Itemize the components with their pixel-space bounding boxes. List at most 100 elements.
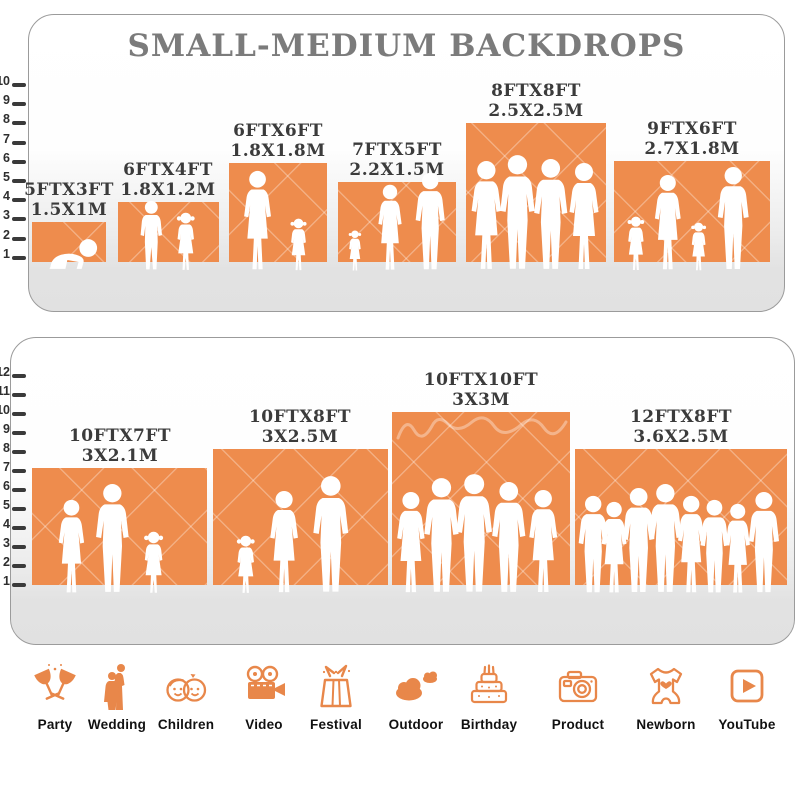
ruler-tick <box>12 374 26 378</box>
youtube-icon <box>730 669 764 703</box>
category-product: Product <box>536 662 620 732</box>
man-silhouette <box>313 476 349 592</box>
backdrop-size-label: 10FTX8FT 3X2.5M <box>248 407 352 447</box>
ruler-number: 10 <box>0 74 10 88</box>
ruler-tick <box>12 469 26 473</box>
ruler-tick <box>12 583 26 587</box>
girl-silhouette <box>691 222 707 271</box>
ruler-tick <box>12 507 26 511</box>
ruler-number: 4 <box>3 189 10 204</box>
children-icon <box>166 674 207 702</box>
ruler-number: 1 <box>3 574 10 588</box>
ruler-bottom: 123456789101112 <box>0 0 28 660</box>
ruler-tick <box>12 545 26 549</box>
man-silhouette <box>96 484 129 592</box>
category-wedding: Wedding <box>75 662 159 732</box>
page-title: SMALL-MEDIUM BACKDROPS <box>127 28 686 64</box>
ruler-tick <box>12 102 26 107</box>
ruler-tick <box>12 83 26 87</box>
ruler-number: 1 <box>3 246 10 261</box>
ruler-number: 7 <box>3 460 10 474</box>
ruler-number: 11 <box>0 384 10 398</box>
backdrop-6ftx4ft <box>118 202 219 262</box>
backdrop-size-label: 5FTX3FT 1.5X1M <box>24 180 114 220</box>
silhouettes-9ftx6ft <box>627 167 749 271</box>
ruler-tick <box>12 393 26 397</box>
ruler-tick <box>12 564 26 568</box>
woman-silhouette <box>244 170 271 270</box>
category-label: Product <box>551 717 605 732</box>
girl-silhouette <box>144 531 164 593</box>
birthday-icon <box>470 664 508 704</box>
man-silhouette <box>700 499 729 593</box>
toddler-silhouette <box>348 230 362 271</box>
ruler-number: 8 <box>3 441 10 455</box>
backdrop-size-label: 8FTX8FT 2.5X2.5M <box>488 81 584 121</box>
silhouettes-12ftx8ft <box>578 484 780 593</box>
man-silhouette <box>456 474 492 592</box>
ruler-number: 12 <box>0 365 10 379</box>
backdrop-size-label: 6FTX4FT 1.8X1.2M <box>120 160 216 200</box>
category-newborn: Newborn <box>624 662 708 732</box>
woman-silhouette <box>601 501 627 593</box>
category-label: Newborn <box>636 717 696 732</box>
ruler-tick <box>12 412 26 416</box>
backdrop-size-label: 10FTX7FT 3X2.1M <box>68 426 172 466</box>
ruler-top: 1 2 3 4 5 6 7 8 9 10 <box>0 0 28 320</box>
ruler-number: 2 <box>3 555 10 569</box>
girl-silhouette <box>236 535 255 593</box>
festival-icon <box>320 664 352 708</box>
category-festival: Festival <box>294 662 378 732</box>
woman-silhouette <box>678 495 705 593</box>
backdrop-size-label: 10FTX10FT 3X3M <box>423 370 539 410</box>
girl-silhouette <box>290 218 307 271</box>
ruler-tick <box>12 179 26 183</box>
ruler-number: 5 <box>3 498 10 512</box>
man-silhouette <box>424 478 459 592</box>
man-silhouette <box>415 172 445 270</box>
category-label: Video <box>245 717 283 732</box>
ruler-number: 4 <box>3 517 10 531</box>
backdrop-size-label: 7FTX5FT 2.2X1.5M <box>349 140 445 180</box>
party-icon <box>34 664 76 700</box>
silhouettes-6ftx4ft <box>140 200 195 270</box>
woman-silhouette <box>654 174 681 270</box>
woman-silhouette <box>270 490 298 593</box>
ruler-number: 10 <box>0 403 10 417</box>
ruler-number: 3 <box>3 208 10 223</box>
silhouettes-6ftx6ft <box>244 170 307 271</box>
ruler-tick <box>12 159 26 164</box>
faded-script-decoration <box>396 416 568 440</box>
man-silhouette <box>500 155 535 269</box>
ruler-number: 9 <box>3 93 10 108</box>
category-label: Birthday <box>460 717 518 732</box>
category-children: Children <box>144 662 228 732</box>
woman-silhouette <box>725 503 750 593</box>
girl-silhouette <box>176 212 195 270</box>
silhouettes-10ftx8ft <box>236 476 349 593</box>
backdrop-size-label: 6FTX6FT 1.8X1.8M <box>230 121 326 161</box>
girl-silhouette <box>627 216 645 270</box>
backdrop-size-label: 9FTX6FT 2.7X1.8M <box>644 119 740 159</box>
newborn-icon <box>649 667 683 705</box>
ruler-tick <box>12 255 26 260</box>
video-icon <box>246 665 285 699</box>
ruler-number: 7 <box>3 131 10 146</box>
ruler-number: 5 <box>3 170 10 184</box>
ruler-tick <box>12 198 26 203</box>
category-label: Children <box>157 717 215 732</box>
ruler-number: 3 <box>3 536 10 550</box>
category-label: YouTube <box>718 717 776 732</box>
man-silhouette <box>717 167 749 270</box>
man-silhouette <box>534 159 568 269</box>
man-silhouette <box>492 482 526 592</box>
wedding-icon <box>104 664 125 710</box>
ruler-tick <box>12 121 26 126</box>
ruler-number: 9 <box>3 422 10 436</box>
woman-silhouette <box>569 163 599 269</box>
ruler-tick <box>12 488 26 492</box>
category-label: Party <box>37 717 73 732</box>
category-youtube: YouTube <box>705 662 789 732</box>
outdoor-icon <box>396 671 437 701</box>
